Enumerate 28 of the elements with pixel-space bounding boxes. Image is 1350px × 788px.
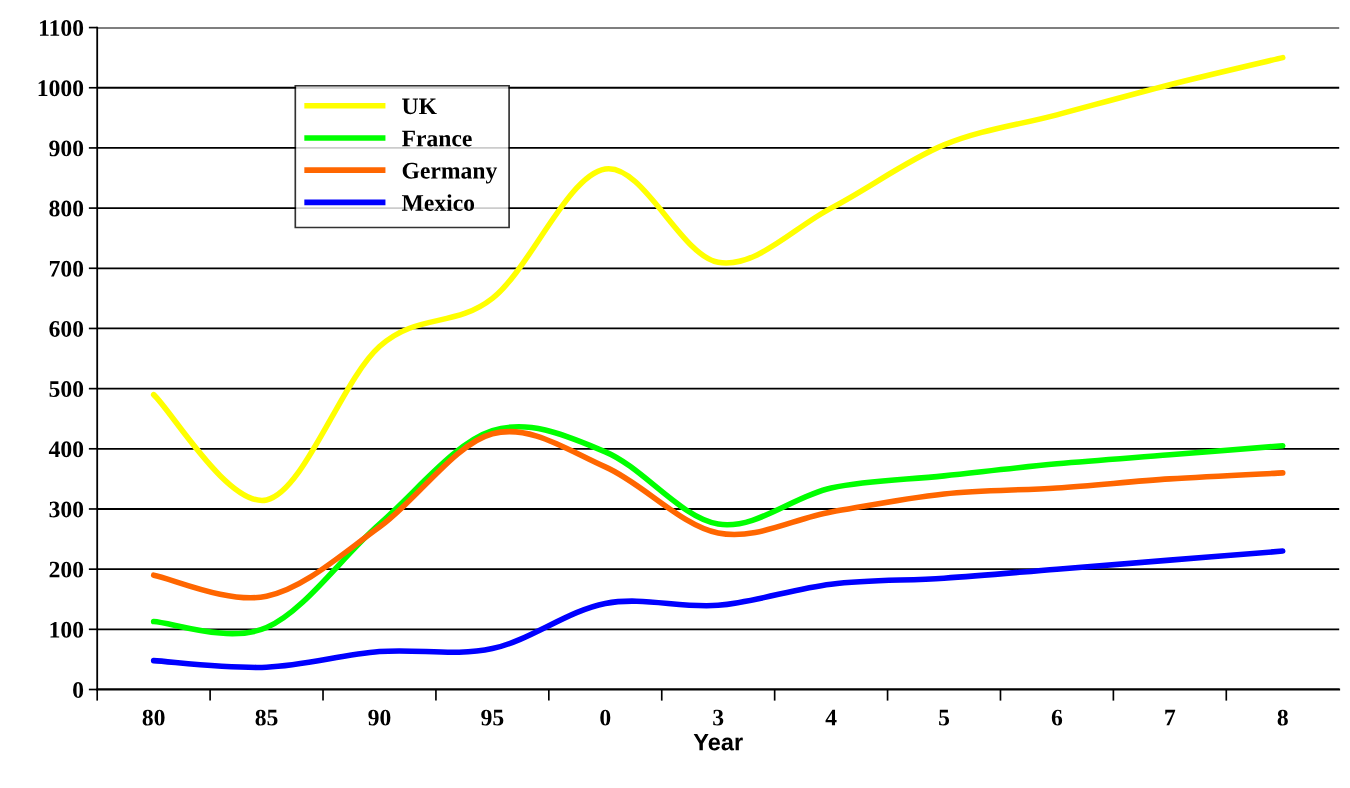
x-tick-label: 7 — [1165, 709, 1176, 726]
x-tick-label: 5 — [939, 709, 950, 726]
y-tick-label: 700 — [49, 260, 84, 277]
legend-label: Germany — [402, 162, 498, 184]
legend-label: France — [401, 130, 472, 147]
x-tick-label: 85 — [255, 709, 278, 726]
x-tick-label: 4 — [825, 709, 837, 726]
y-tick-label: 1100 — [39, 20, 84, 36]
x-axis-title: Year — [693, 734, 743, 751]
x-tick-label: 8 — [1277, 709, 1288, 726]
y-tick-label: 600 — [49, 320, 84, 337]
y-tick-label: 100 — [50, 621, 84, 638]
y-tick-label: 300 — [49, 501, 84, 518]
y-tick-label: 200 — [49, 561, 84, 578]
x-tick-label: 90 — [368, 709, 391, 726]
x-tick-label: 95 — [481, 709, 504, 726]
y-tick-label: 400 — [48, 441, 84, 458]
x-tick-label: 6 — [1051, 709, 1063, 726]
y-tick-label: 500 — [49, 381, 84, 398]
legend-label: Mexico — [401, 194, 475, 211]
x-tick-label: 3 — [713, 709, 724, 726]
x-tick-label: 0 — [600, 709, 611, 726]
y-tick-label: 800 — [49, 200, 84, 217]
y-tick-label: 1000 — [38, 80, 84, 97]
y-tick-label: 0 — [73, 681, 84, 698]
legend-label: UK — [402, 98, 437, 115]
y-tick-label: 900 — [49, 140, 84, 157]
x-tick-label: 80 — [142, 709, 165, 726]
